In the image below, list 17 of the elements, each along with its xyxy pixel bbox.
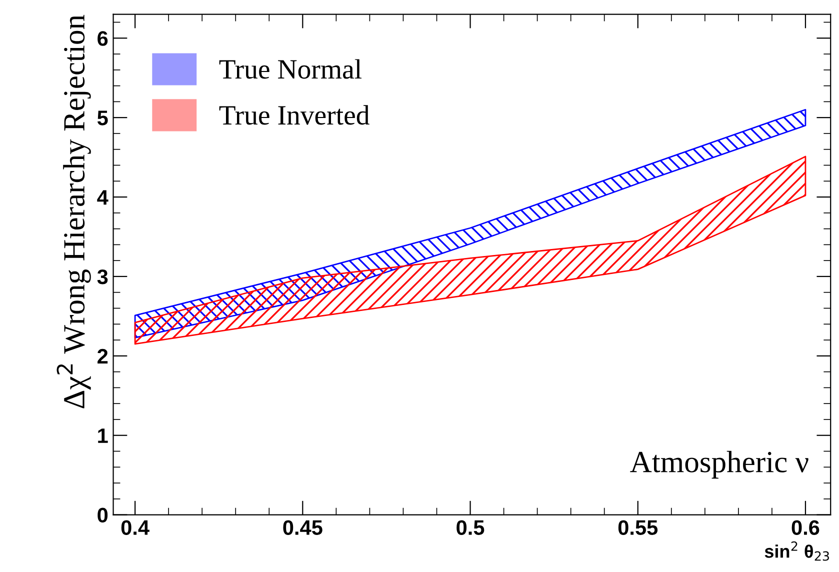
- legend-label: True Inverted: [219, 105, 370, 125]
- x-tick-label: 0.4: [121, 520, 150, 535]
- y-tick-label: 1: [98, 428, 108, 443]
- x-axis-title: sin$^{2}$ θ$_{23}$: [764, 541, 829, 561]
- annotation: Atmospheric ν: [630, 450, 808, 479]
- y-tick-label: 0: [98, 508, 108, 523]
- y-axis-title: Δχ$^{2}$ Wrong Hierarchy Rejection: [56, 14, 91, 408]
- x-tick-label: 0.5: [456, 520, 484, 535]
- y-tick-label: 3: [97, 269, 108, 284]
- y-tick-label: 5: [97, 110, 108, 126]
- x-tick-label: 0.45: [283, 520, 322, 535]
- x-tick-label: 0.55: [618, 520, 658, 535]
- y-tick-label: 4: [97, 190, 108, 205]
- legend-label: True Normal: [219, 59, 362, 79]
- y-tick-label: 6: [98, 31, 108, 46]
- y-tick-label: 2: [98, 348, 108, 364]
- x-tick-label: 0.6: [792, 520, 820, 535]
